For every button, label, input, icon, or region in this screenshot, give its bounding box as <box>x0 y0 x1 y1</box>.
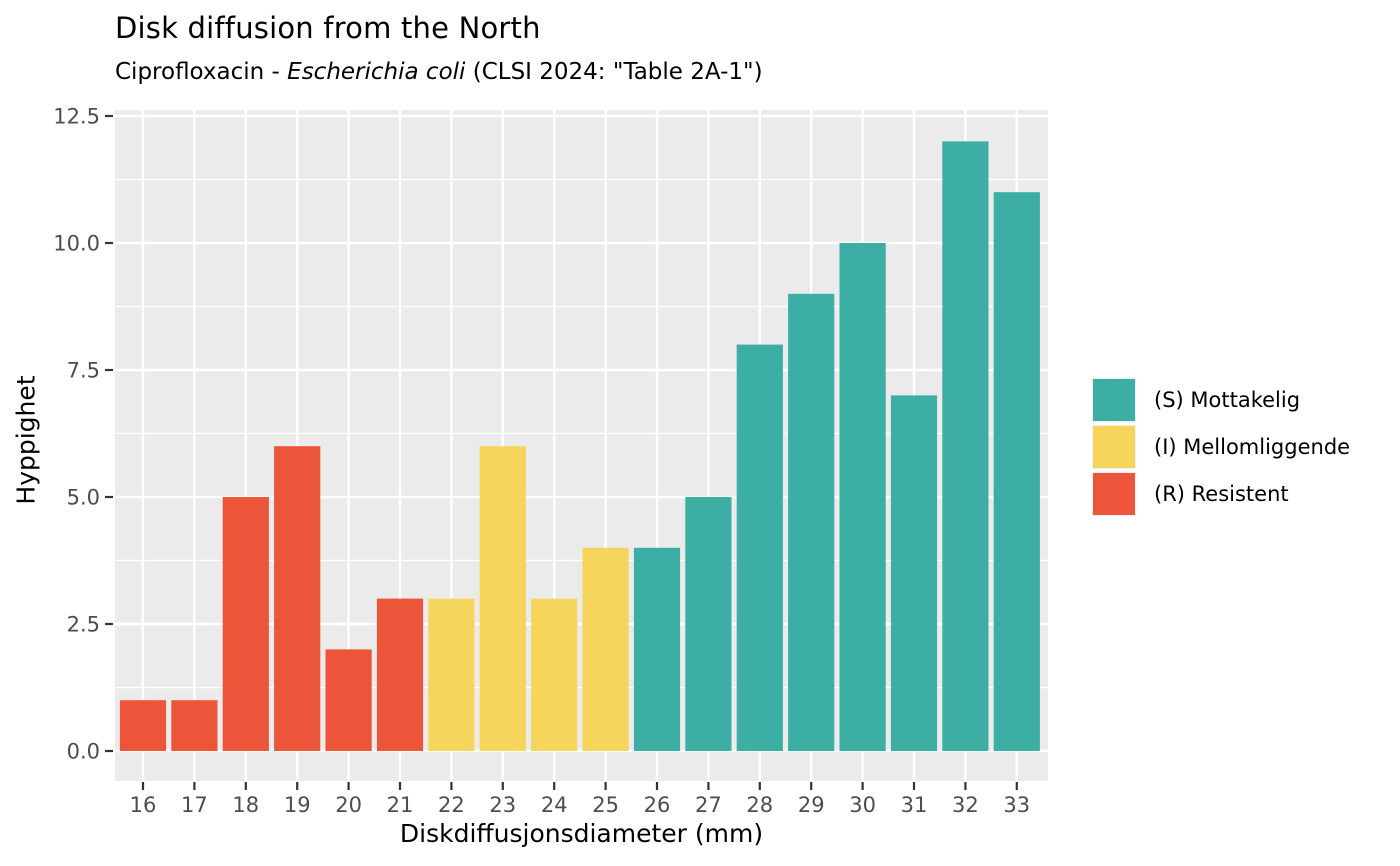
legend-label-r: (R) Resistent <box>1154 482 1289 506</box>
y-tick-label: 0.0 <box>67 740 100 764</box>
bar-27 <box>685 497 732 751</box>
subtitle-prefix: Ciprofloxacin - <box>115 59 288 85</box>
legend: (S) Mottakelig (I) Mellomliggende (R) Resi… <box>1093 379 1350 515</box>
bar-30 <box>839 243 886 751</box>
bar-25 <box>582 547 629 751</box>
x-tick-label: 28 <box>746 793 773 817</box>
bar-26 <box>633 547 681 751</box>
y-tick-label: 12.5 <box>53 105 100 129</box>
x-tick-label: 30 <box>849 793 876 817</box>
bar-22 <box>428 598 475 751</box>
chart-subtitle: Ciprofloxacin - Escherichia coli (CLSI 2… <box>115 59 763 85</box>
bar-20 <box>325 649 372 751</box>
bar-24 <box>531 598 578 751</box>
legend-label-i: (I) Mellomliggende <box>1154 435 1351 459</box>
x-tick-label: 20 <box>335 793 362 817</box>
bar-19 <box>274 446 321 751</box>
legend-item-s: (S) Mottakelig <box>1093 379 1350 421</box>
x-tick-label: 23 <box>489 793 516 817</box>
x-axis-title: Diskdiffusjonsdiameter (mm) <box>399 819 764 848</box>
x-tick-label: 29 <box>798 793 825 817</box>
x-tick-label: 33 <box>1003 793 1030 817</box>
bar-29 <box>788 293 835 751</box>
x-tick-label: 22 <box>438 793 465 817</box>
chart-title: Disk diffusion from the North <box>115 11 541 45</box>
bar-16 <box>119 700 167 751</box>
bar-31 <box>890 395 938 751</box>
bar-32 <box>942 141 989 751</box>
y-tick-label: 7.5 <box>67 359 100 383</box>
x-tick-label: 19 <box>284 793 311 817</box>
legend-key-r <box>1093 473 1135 515</box>
legend-item-i: (I) Mellomliggende <box>1093 426 1350 468</box>
bar-18 <box>222 497 269 751</box>
bar-21 <box>376 598 424 751</box>
x-tick-label: 17 <box>181 793 208 817</box>
bar-28 <box>736 344 783 751</box>
x-tick-label: 27 <box>695 793 722 817</box>
x-tick-label: 18 <box>232 793 259 817</box>
x-tick-label: 24 <box>541 793 568 817</box>
x-tick-label: 26 <box>644 793 671 817</box>
bar-33 <box>993 192 1040 751</box>
subtitle-suffix: (CLSI 2024: "Table 2A-1") <box>465 59 763 85</box>
x-tick-label: 25 <box>592 793 619 817</box>
y-tick-label: 10.0 <box>53 232 100 256</box>
legend-key-s <box>1093 379 1135 421</box>
y-tick-label: 2.5 <box>67 613 100 637</box>
y-tick-label: 5.0 <box>67 486 100 510</box>
x-tick-label: 16 <box>130 793 157 817</box>
x-tick-label: 31 <box>901 793 928 817</box>
y-axis-title: Hyppighet <box>11 375 41 505</box>
x-tick-label: 21 <box>387 793 414 817</box>
x-tick-label: 32 <box>952 793 979 817</box>
subtitle-species-italic: Escherichia coli <box>287 59 466 85</box>
legend-label-s: (S) Mottakelig <box>1154 388 1301 412</box>
bar-23 <box>479 446 526 751</box>
bar-17 <box>171 700 218 751</box>
legend-item-r: (R) Resistent <box>1093 473 1350 515</box>
legend-key-i <box>1093 426 1135 468</box>
